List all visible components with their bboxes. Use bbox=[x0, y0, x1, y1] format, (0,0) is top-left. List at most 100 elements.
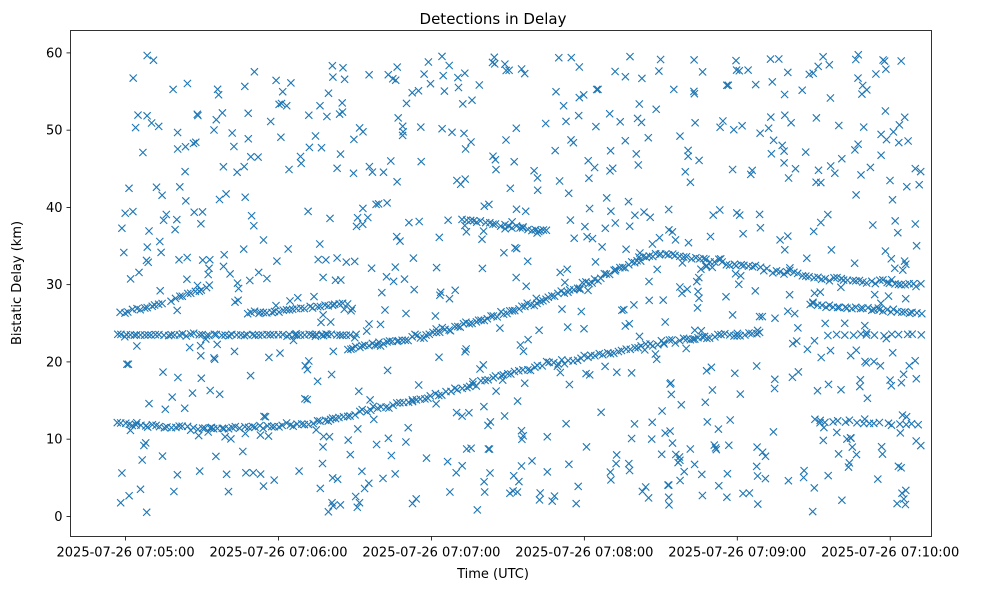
data-point-clutter bbox=[117, 469, 126, 477]
data-point-clutter bbox=[860, 321, 869, 330]
data-point-clutter bbox=[753, 326, 762, 335]
data-point-track-h-short bbox=[205, 281, 214, 290]
data-point-clutter bbox=[246, 152, 255, 161]
data-point-clutter bbox=[785, 263, 794, 272]
data-point-clutter bbox=[241, 468, 250, 477]
data-point-clutter bbox=[246, 371, 255, 380]
data-point-clutter bbox=[333, 254, 342, 262]
data-point-track-c-rising bbox=[575, 284, 584, 293]
data-point-clutter bbox=[880, 57, 889, 66]
data-point-clutter bbox=[776, 235, 785, 244]
data-point-clutter bbox=[198, 207, 207, 216]
data-point-track-c-rising bbox=[393, 337, 402, 346]
data-point-clutter bbox=[519, 431, 528, 440]
data-point-track-j-flat-23-right bbox=[862, 330, 871, 339]
data-point-clutter bbox=[485, 445, 494, 454]
data-point-clutter bbox=[718, 117, 727, 125]
data-point-clutter bbox=[897, 378, 906, 387]
data-point-clutter bbox=[325, 432, 334, 441]
data-point-clutter bbox=[612, 459, 621, 468]
data-point-clutter bbox=[247, 211, 256, 220]
data-point-clutter bbox=[766, 113, 775, 122]
data-point-clutter bbox=[500, 60, 509, 69]
data-point-track-d-descending bbox=[862, 279, 871, 287]
data-point-clutter bbox=[338, 98, 347, 107]
data-point-track-a-rising bbox=[609, 349, 618, 358]
data-point-clutter bbox=[665, 500, 673, 509]
data-point-clutter bbox=[572, 499, 581, 508]
data-point-clutter bbox=[780, 245, 789, 254]
data-point-track-j-flat-23-right bbox=[823, 331, 832, 340]
data-point-track-b-flat-23 bbox=[266, 330, 275, 339]
data-point-clutter bbox=[647, 435, 656, 444]
data-point-clutter bbox=[336, 150, 345, 159]
data-point-track-d-descending bbox=[725, 261, 734, 270]
data-point-clutter bbox=[210, 353, 218, 362]
data-point-clutter bbox=[625, 319, 634, 328]
data-point-clutter bbox=[414, 86, 423, 95]
data-point-clutter bbox=[462, 227, 471, 236]
data-point-clutter bbox=[502, 136, 510, 144]
data-point-clutter bbox=[328, 61, 337, 70]
data-point-clutter bbox=[905, 361, 914, 370]
data-point-clutter bbox=[722, 493, 731, 502]
data-point-clutter bbox=[402, 99, 411, 108]
data-point-track-e-upper-right bbox=[905, 309, 914, 318]
data-point-track-a-rising bbox=[155, 422, 164, 431]
data-point-clutter bbox=[716, 123, 725, 132]
data-point-track-a-rising bbox=[420, 394, 429, 403]
data-point-track-h-short bbox=[171, 294, 180, 303]
data-point-clutter bbox=[778, 141, 787, 150]
data-point-clutter bbox=[550, 492, 559, 501]
data-point-clutter bbox=[819, 436, 828, 445]
data-point-clutter bbox=[645, 296, 654, 305]
data-point-track-a-rising bbox=[175, 422, 184, 431]
y-tick-label: 30 bbox=[46, 278, 63, 293]
data-point-clutter bbox=[769, 427, 778, 436]
data-point-clutter bbox=[912, 374, 921, 383]
data-point-clutter bbox=[147, 119, 156, 127]
data-point-track-a-rising bbox=[733, 331, 742, 340]
data-point-clutter bbox=[627, 434, 636, 443]
data-point-clutter bbox=[244, 109, 253, 118]
data-point-clutter bbox=[646, 213, 655, 222]
data-point-clutter bbox=[157, 248, 166, 257]
data-point-clutter bbox=[724, 441, 733, 450]
data-point-track-e-upper-right bbox=[851, 303, 860, 312]
data-point-clutter bbox=[213, 340, 222, 349]
data-point-track-a-rising bbox=[251, 423, 259, 432]
data-point-clutter bbox=[262, 274, 271, 283]
data-point-track-b-flat-23 bbox=[305, 330, 314, 339]
data-point-clutter bbox=[116, 498, 125, 507]
data-point-clutter bbox=[347, 306, 356, 315]
data-point-track-a-rising bbox=[730, 332, 738, 340]
data-point-track-a-rising bbox=[671, 339, 680, 347]
data-point-clutter bbox=[492, 387, 501, 396]
data-point-clutter bbox=[752, 362, 761, 370]
data-point-track-a-rising bbox=[426, 391, 435, 400]
data-point-track-h-short bbox=[175, 292, 184, 301]
data-point-track-b-flat-23 bbox=[144, 330, 153, 339]
data-point-track-d-descending bbox=[801, 272, 810, 281]
data-point-track-f-mid bbox=[328, 301, 337, 310]
data-point-clutter bbox=[536, 226, 545, 235]
data-point-clutter bbox=[709, 211, 718, 220]
data-point-track-c-rising bbox=[468, 319, 477, 328]
data-point-track-i-high bbox=[542, 226, 551, 235]
data-point-track-f-mid bbox=[282, 305, 291, 314]
data-point-clutter bbox=[362, 327, 371, 336]
data-point-clutter bbox=[383, 366, 392, 375]
data-point-clutter bbox=[840, 319, 849, 328]
data-point-clutter bbox=[640, 345, 649, 354]
data-point-clutter bbox=[530, 166, 539, 175]
data-point-clutter bbox=[517, 462, 526, 470]
data-point-track-c-rising bbox=[343, 345, 352, 354]
data-point-clutter bbox=[410, 285, 419, 294]
data-point-track-i-high bbox=[507, 224, 516, 232]
data-point-track-j-flat-23-right bbox=[894, 330, 903, 339]
data-point-clutter bbox=[131, 123, 140, 132]
data-point-clutter bbox=[698, 67, 707, 76]
data-point-clutter bbox=[648, 240, 657, 248]
data-point-clutter bbox=[722, 81, 731, 90]
data-point-clutter bbox=[219, 262, 228, 271]
